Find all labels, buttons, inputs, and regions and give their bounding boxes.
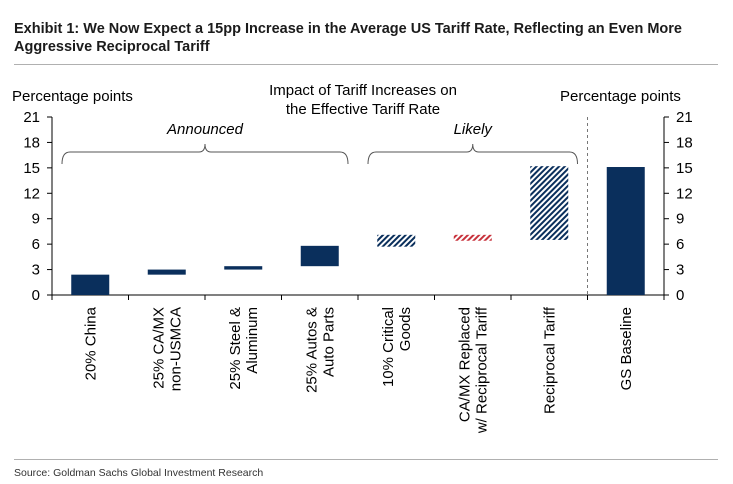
bar (453, 234, 492, 241)
bar (224, 266, 263, 270)
category-label-line: w/ Reciprocal Tariff (473, 306, 490, 434)
y-tick-label-right: 6 (676, 236, 684, 253)
y-tick-label-right: 3 (676, 262, 684, 279)
y-tick-label-left: 3 (32, 262, 40, 279)
category-label: 20% China (82, 306, 99, 380)
group-label: Announced (166, 121, 244, 138)
footer-rule (14, 459, 718, 460)
category-label-line: CA/MX Replaced (456, 307, 473, 422)
y-axis-label-left: Percentage points (12, 88, 133, 105)
bar (606, 167, 645, 295)
tariff-chart: Percentage points Percentage points Impa… (12, 82, 693, 434)
category-label: GS Baseline (618, 307, 635, 390)
y-tick-label-left: 9 (32, 211, 40, 228)
category-label: 10% CriticalGoods (380, 307, 414, 387)
y-tick-label-right: 12 (676, 185, 693, 202)
chart-title-line-2: the Effective Tariff Rate (286, 101, 440, 118)
category-label-line: 25% Autos & (303, 307, 320, 393)
category-label-line: 25% Steel & (227, 307, 244, 390)
y-tick-label-right: 18 (676, 134, 693, 151)
category-label-line: non-USMCA (167, 307, 184, 391)
y-tick-label-left: 6 (32, 236, 40, 253)
category-label-line: Goods (397, 307, 414, 351)
bar (530, 166, 569, 240)
category-label-line: Reciprocal Tariff (541, 306, 558, 414)
y-tick-label-left: 0 (32, 287, 40, 304)
y-tick-label-left: 15 (23, 160, 40, 177)
y-tick-label-right: 15 (676, 160, 693, 177)
category-label: CA/MX Replacedw/ Reciprocal Tariff (456, 306, 490, 434)
category-label-line: Auto Parts (320, 307, 337, 377)
category-label: Reciprocal Tariff (541, 306, 558, 414)
category-label-line: Aluminum (244, 307, 261, 374)
group-brace (367, 143, 578, 165)
y-tick-label-left: 12 (23, 185, 40, 202)
bar (300, 245, 339, 267)
y-axis-label-right: Percentage points (560, 88, 681, 105)
title-rule (14, 64, 718, 65)
category-label: 25% Steel &Aluminum (227, 307, 261, 390)
category-label: 25% CA/MXnon-USMCA (150, 307, 184, 391)
bar (71, 274, 110, 295)
chart-title-line-1: Impact of Tariff Increases on (269, 82, 457, 99)
exhibit-title: Exhibit 1: We Now Expect a 15pp Increase… (14, 21, 682, 55)
category-label-line: 25% CA/MX (150, 307, 167, 389)
source-note: Source: Goldman Sachs Global Investment … (14, 467, 264, 479)
group-brace (61, 143, 349, 165)
category-label: 25% Autos &Auto Parts (303, 307, 337, 393)
bar (377, 234, 416, 247)
y-tick-label-left: 21 (23, 109, 40, 126)
y-tick-label-right: 0 (676, 287, 684, 304)
bar (147, 269, 186, 275)
group-label: Likely (454, 121, 494, 138)
y-tick-label-left: 18 (23, 134, 40, 151)
category-label-line: 20% China (82, 306, 99, 380)
category-label-line: 10% Critical (380, 307, 397, 387)
y-tick-label-right: 21 (676, 109, 693, 126)
category-label-line: GS Baseline (618, 307, 635, 390)
y-tick-label-right: 9 (676, 211, 684, 228)
